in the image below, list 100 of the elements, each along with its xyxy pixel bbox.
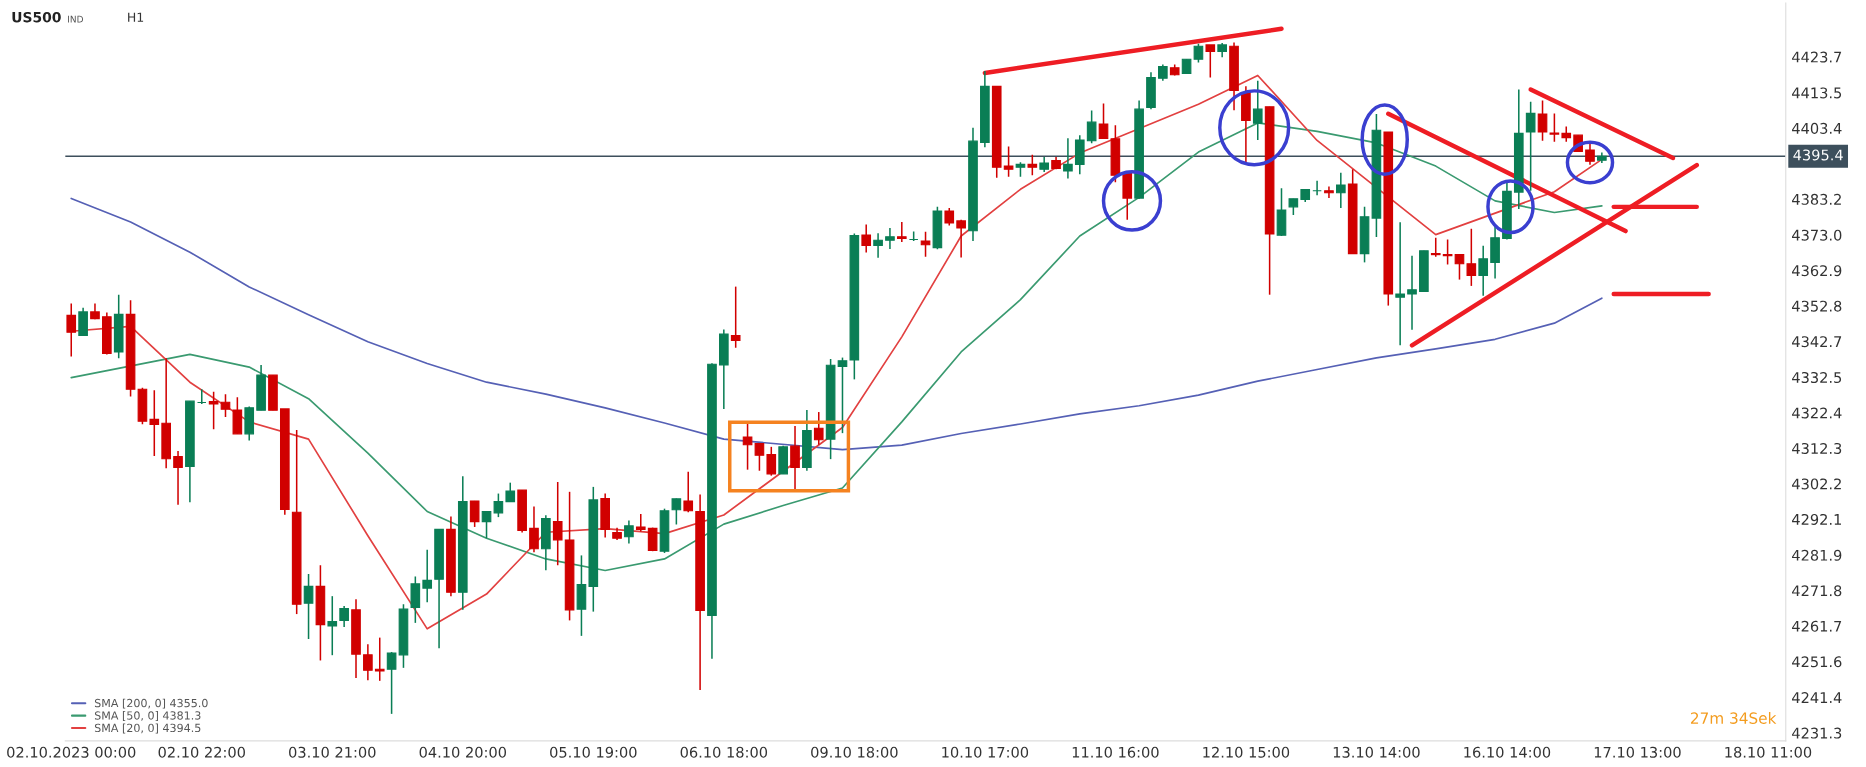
candlestick: [730, 285, 741, 349]
candlestick: [1561, 125, 1572, 143]
annotation: IND: [68, 15, 84, 23]
candlestick: [920, 231, 931, 258]
candlestick: [529, 505, 539, 554]
candlestick: [173, 450, 183, 506]
x-tick-label: 18.10 11:00: [1725, 746, 1812, 758]
candlestick: [552, 481, 563, 567]
x-tick-label: 06.10 18:00: [680, 746, 768, 758]
candlestick: [410, 575, 421, 624]
candlestick: [422, 549, 433, 603]
y-tick-label: 4383.2: [1792, 193, 1841, 205]
candlestick: [1027, 154, 1038, 176]
x-tick-label: 03.10 21:00: [289, 746, 376, 758]
y-tick-label: 4302.2: [1792, 478, 1841, 490]
candlestick: [66, 302, 77, 358]
x-tick-label: 10.10 17:00: [942, 746, 1029, 758]
x-tick-label: 05.10 19:00: [550, 746, 637, 758]
candlestick: [1205, 44, 1216, 79]
ref-line-label: 4395.4: [1793, 149, 1843, 161]
y-tick-label: 4362.9: [1792, 265, 1842, 277]
y-tick-label: 4423.7: [1792, 51, 1842, 63]
candlestick: [386, 651, 397, 715]
candlestick: [1525, 101, 1536, 192]
x-tick-label: 02.10.2023 00:00: [7, 746, 136, 758]
y-tick-label: 4251.6: [1792, 656, 1842, 668]
candlestick: [149, 389, 160, 457]
candlestick: [1395, 221, 1405, 347]
candlestick: [1430, 237, 1441, 258]
candlestick: [1466, 227, 1477, 287]
candlestick: [754, 442, 765, 472]
candlestick: [469, 500, 480, 528]
candlestick: [624, 519, 634, 545]
y-tick-label: 4342.7: [1792, 336, 1842, 348]
x-tick-label: 11.10 16:00: [1072, 746, 1159, 758]
candlestick: [505, 481, 516, 503]
line-series: [70, 197, 1603, 451]
candlestick: [837, 356, 848, 434]
legend-label: SMA [50, 0] 4381.3: [94, 711, 201, 721]
candlestick: [1252, 79, 1263, 141]
candlestick: [1335, 172, 1346, 209]
annotation: 27m 34Sek: [1690, 712, 1777, 724]
x-tick-label: 09.10 18:00: [811, 746, 898, 758]
y-tick-label: 4292.1: [1792, 513, 1841, 525]
candlestick: [1478, 245, 1489, 297]
candlestick: [232, 396, 243, 435]
candlestick: [1454, 253, 1465, 281]
candlestick: [1585, 143, 1595, 166]
candlestick: [220, 393, 231, 418]
y-tick-label: 4373.0: [1792, 229, 1842, 241]
candlestick: [339, 605, 349, 628]
y-tick-label: 4231.3: [1792, 727, 1842, 739]
candlestick: [303, 573, 314, 640]
candlestick: [885, 227, 895, 250]
y-tick-label: 4271.8: [1792, 585, 1842, 597]
candlestick: [1003, 145, 1014, 178]
legend-label: SMA [200, 0] 4355.0: [94, 698, 208, 709]
candlestick: [766, 446, 777, 477]
candlestick: [374, 636, 385, 682]
candlestick: [671, 497, 682, 526]
x-tick-label: 13.10 14:00: [1333, 746, 1420, 758]
y-tick-label: 4413.5: [1792, 87, 1842, 99]
candlestick: [635, 513, 646, 533]
annotation: H1: [128, 12, 144, 22]
candlestick: [208, 390, 219, 431]
candlestick: [790, 425, 800, 491]
candlestick: [861, 223, 872, 254]
candlestick: [1442, 238, 1453, 266]
candlestick: [1098, 102, 1109, 140]
candlestick: [493, 492, 504, 518]
candlestick: [1549, 112, 1560, 143]
candlestick: [1324, 185, 1334, 199]
candlestick: [896, 221, 907, 243]
y-tick-label: 4312.3: [1792, 442, 1842, 454]
candlestick: [1063, 137, 1073, 180]
legend-label: SMA [20, 0] 4394.5: [94, 723, 201, 734]
candlestick: [327, 595, 338, 656]
candlestick: [481, 510, 492, 539]
y-tick-label: 4281.9: [1792, 549, 1842, 561]
candlestick: [78, 306, 88, 337]
candlestick: [1193, 43, 1204, 64]
candlestick: [873, 232, 883, 259]
text: US500: [12, 11, 61, 23]
candlestick: [1537, 99, 1548, 142]
x-tick-label: 04.10 20:00: [419, 746, 507, 758]
y-tick-label: 4332.5: [1792, 371, 1842, 384]
candlestick: [363, 643, 373, 681]
candlestick: [683, 471, 694, 513]
x-tick-label: 12.10 15:00: [1203, 746, 1290, 758]
y-tick-label: 4352.8: [1792, 300, 1842, 312]
candlestick: [956, 219, 966, 259]
x-tick-label: 16.10 14:00: [1464, 746, 1551, 758]
candlestick: [1086, 109, 1097, 145]
candlestick: [1407, 254, 1417, 331]
x-tick-label: 02.10 22:00: [158, 746, 245, 758]
candlestick: [742, 422, 753, 471]
candlestick: [813, 411, 824, 446]
y-tick-label: 4403.4: [1792, 122, 1842, 134]
y-tick-label: 4241.4: [1792, 692, 1842, 703]
y-tick-label: 4322.4: [1792, 407, 1842, 419]
